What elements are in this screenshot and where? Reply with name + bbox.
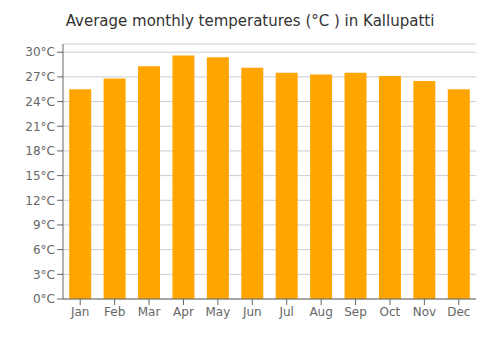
svg-text:May: May — [205, 305, 230, 319]
svg-text:12°C: 12°C — [25, 194, 55, 208]
svg-text:Nov: Nov — [413, 305, 436, 319]
svg-text:0°C: 0°C — [33, 292, 55, 306]
svg-text:24°C: 24°C — [25, 95, 55, 109]
svg-text:15°C: 15°C — [25, 169, 55, 183]
svg-text:Jul: Jul — [278, 305, 293, 319]
svg-text:21°C: 21°C — [25, 120, 55, 134]
svg-text:27°C: 27°C — [25, 70, 55, 84]
svg-text:3°C: 3°C — [33, 268, 55, 282]
html-text:Average monthly temperatures (: Average monthly temperatures (°C ) in Ka… — [65, 12, 435, 30]
svg-text:6°C: 6°C — [33, 243, 55, 257]
svg-text:Oct: Oct — [380, 305, 401, 319]
svg-text:Jan: Jan — [70, 305, 90, 319]
svg-text:Aug: Aug — [309, 305, 332, 319]
svg-text:Dec: Dec — [447, 305, 470, 319]
svg-text:30°C: 30°C — [25, 45, 55, 59]
svg-text:Jun: Jun — [242, 305, 262, 319]
svg-text:Feb: Feb — [104, 305, 125, 319]
svg-text:9°C: 9°C — [33, 218, 55, 232]
svg-text:Apr: Apr — [173, 305, 194, 319]
svg-text:18°C: 18°C — [25, 144, 55, 158]
svg-text:Sep: Sep — [344, 305, 367, 319]
svg-text:Mar: Mar — [138, 305, 161, 319]
